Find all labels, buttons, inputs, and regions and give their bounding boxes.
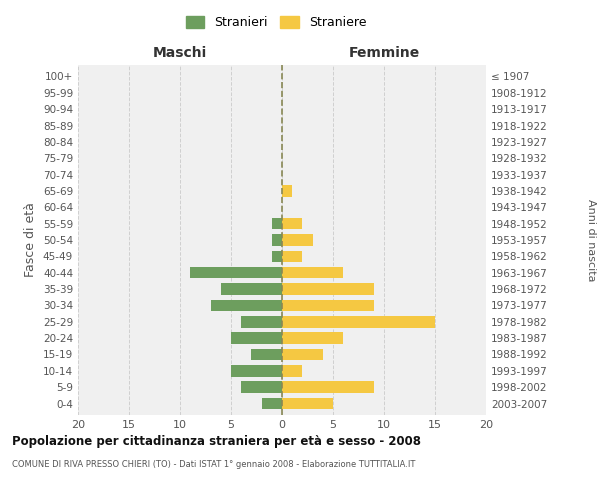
Bar bbox=[282, 316, 435, 328]
Text: COMUNE DI RIVA PRESSO CHIERI (TO) - Dati ISTAT 1° gennaio 2008 - Elaborazione TU: COMUNE DI RIVA PRESSO CHIERI (TO) - Dati… bbox=[12, 460, 415, 469]
Bar bbox=[282, 218, 302, 230]
Bar bbox=[282, 250, 302, 262]
Bar bbox=[231, 332, 282, 344]
Bar bbox=[272, 218, 282, 230]
Bar bbox=[282, 365, 302, 376]
Text: Maschi: Maschi bbox=[153, 46, 207, 60]
Bar bbox=[282, 382, 374, 393]
Bar bbox=[282, 267, 343, 278]
Text: Anni di nascita: Anni di nascita bbox=[586, 198, 596, 281]
Bar bbox=[221, 284, 282, 295]
Bar bbox=[251, 349, 282, 360]
Bar bbox=[241, 382, 282, 393]
Bar bbox=[282, 300, 374, 311]
Y-axis label: Fasce di età: Fasce di età bbox=[25, 202, 37, 278]
Bar bbox=[211, 300, 282, 311]
Bar bbox=[190, 267, 282, 278]
Bar bbox=[231, 365, 282, 376]
Bar bbox=[262, 398, 282, 409]
Bar bbox=[282, 234, 313, 246]
Bar bbox=[282, 284, 374, 295]
Legend: Stranieri, Straniere: Stranieri, Straniere bbox=[181, 11, 371, 34]
Bar bbox=[272, 250, 282, 262]
Bar bbox=[282, 185, 292, 196]
Bar bbox=[282, 349, 323, 360]
Bar bbox=[282, 398, 333, 409]
Bar bbox=[282, 332, 343, 344]
Text: Femmine: Femmine bbox=[349, 46, 419, 60]
Bar bbox=[272, 234, 282, 246]
Bar bbox=[241, 316, 282, 328]
Text: Popolazione per cittadinanza straniera per età e sesso - 2008: Popolazione per cittadinanza straniera p… bbox=[12, 435, 421, 448]
